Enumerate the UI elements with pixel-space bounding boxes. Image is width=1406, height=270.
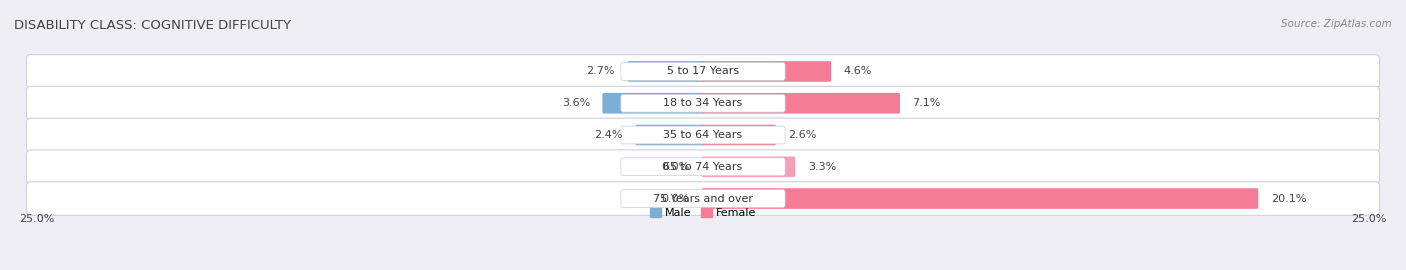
- FancyBboxPatch shape: [621, 158, 785, 176]
- FancyBboxPatch shape: [702, 93, 900, 114]
- FancyBboxPatch shape: [636, 125, 704, 145]
- FancyBboxPatch shape: [27, 118, 1379, 152]
- Text: 18 to 34 Years: 18 to 34 Years: [664, 98, 742, 108]
- FancyBboxPatch shape: [702, 125, 776, 145]
- Legend: Male, Female: Male, Female: [645, 203, 761, 223]
- Text: 75 Years and over: 75 Years and over: [652, 194, 754, 204]
- Text: 20.1%: 20.1%: [1271, 194, 1306, 204]
- Text: 25.0%: 25.0%: [20, 214, 55, 224]
- Text: 2.7%: 2.7%: [586, 66, 614, 76]
- Text: 2.6%: 2.6%: [789, 130, 817, 140]
- FancyBboxPatch shape: [27, 182, 1379, 215]
- FancyBboxPatch shape: [621, 190, 785, 207]
- FancyBboxPatch shape: [702, 156, 796, 177]
- FancyBboxPatch shape: [621, 94, 785, 112]
- Text: 0.0%: 0.0%: [661, 194, 689, 204]
- FancyBboxPatch shape: [602, 93, 704, 114]
- FancyBboxPatch shape: [27, 86, 1379, 120]
- FancyBboxPatch shape: [621, 63, 785, 80]
- FancyBboxPatch shape: [702, 61, 831, 82]
- Text: DISABILITY CLASS: COGNITIVE DIFFICULTY: DISABILITY CLASS: COGNITIVE DIFFICULTY: [14, 19, 291, 32]
- FancyBboxPatch shape: [702, 188, 1258, 209]
- Text: 3.6%: 3.6%: [562, 98, 591, 108]
- Text: 5 to 17 Years: 5 to 17 Years: [666, 66, 740, 76]
- Text: 7.1%: 7.1%: [912, 98, 941, 108]
- Text: 3.3%: 3.3%: [807, 162, 837, 172]
- FancyBboxPatch shape: [27, 55, 1379, 88]
- Text: 65 to 74 Years: 65 to 74 Years: [664, 162, 742, 172]
- Text: 25.0%: 25.0%: [1351, 214, 1386, 224]
- FancyBboxPatch shape: [627, 61, 704, 82]
- FancyBboxPatch shape: [27, 150, 1379, 184]
- Text: 2.4%: 2.4%: [595, 130, 623, 140]
- Text: Source: ZipAtlas.com: Source: ZipAtlas.com: [1281, 19, 1392, 29]
- FancyBboxPatch shape: [621, 126, 785, 144]
- Text: 4.6%: 4.6%: [844, 66, 872, 76]
- Text: 0.0%: 0.0%: [661, 162, 689, 172]
- Text: 35 to 64 Years: 35 to 64 Years: [664, 130, 742, 140]
